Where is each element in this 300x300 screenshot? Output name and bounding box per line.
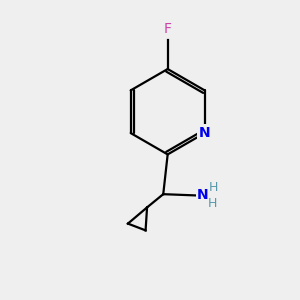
Text: F: F <box>164 22 172 36</box>
Text: N: N <box>199 126 211 140</box>
Text: H: H <box>209 181 219 194</box>
Text: N: N <box>197 188 209 202</box>
Text: H: H <box>208 197 218 210</box>
